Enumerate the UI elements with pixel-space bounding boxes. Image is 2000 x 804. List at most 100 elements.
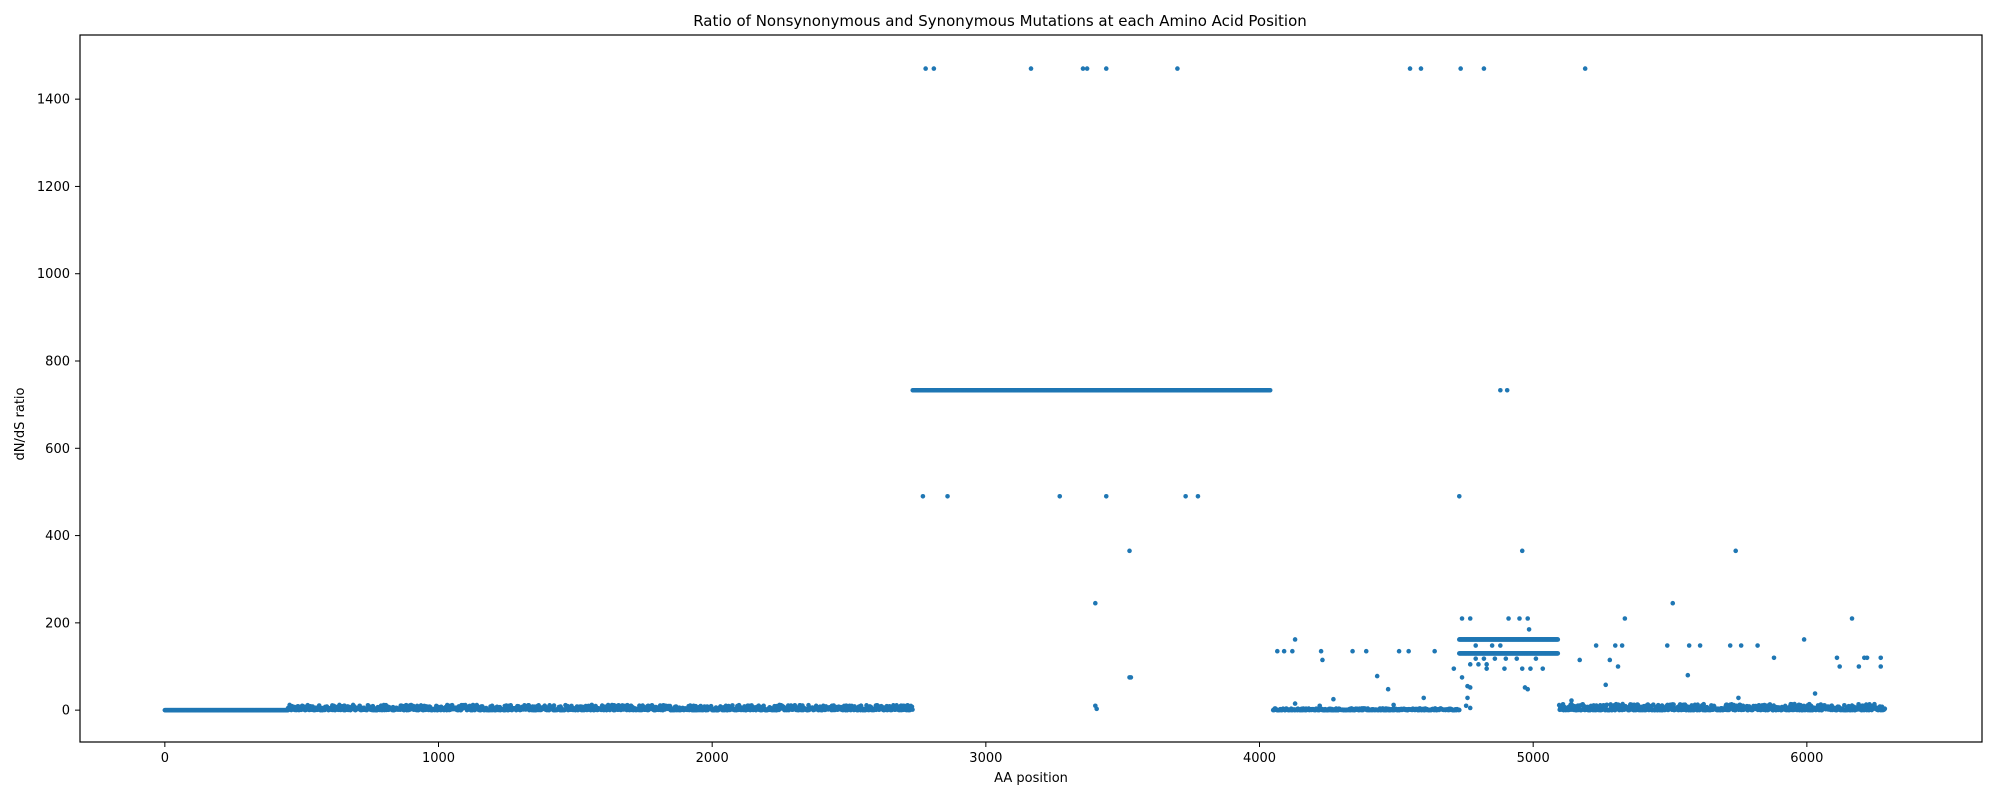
data-point [1391, 702, 1396, 708]
data-point [1502, 666, 1507, 671]
data-point [1489, 643, 1495, 648]
data-point [1467, 685, 1473, 690]
data-point [1463, 703, 1469, 709]
y-tick-label: 200 [45, 616, 70, 631]
data-point [1878, 664, 1884, 669]
data-point [536, 703, 541, 708]
data-point [1506, 616, 1511, 621]
data-point [1451, 666, 1457, 671]
y-tick-label: 800 [45, 355, 70, 370]
data-point [1528, 666, 1533, 671]
data-point [1467, 662, 1473, 667]
data-point [1407, 66, 1413, 71]
data-point [1612, 643, 1618, 648]
series-segment-band-130 [1456, 651, 1561, 656]
data-point [1837, 664, 1842, 669]
data-point [945, 494, 950, 499]
data-point [1331, 696, 1336, 702]
y-tick-label: 1000 [37, 267, 70, 282]
data-point [1080, 66, 1086, 71]
data-point [1519, 548, 1525, 554]
data-point [1317, 703, 1323, 709]
data-point [1504, 387, 1510, 393]
data-point [1685, 672, 1691, 678]
data-point [1664, 643, 1670, 648]
data-point [1727, 643, 1733, 648]
data-point [1484, 662, 1489, 667]
data-point [931, 66, 937, 71]
y-tick-label: 400 [45, 529, 70, 544]
data-point [1267, 387, 1273, 393]
data-point [1183, 494, 1188, 499]
data-point [1374, 673, 1380, 679]
data-point [1128, 675, 1134, 680]
axes: 0 1000 2000 3000 4000 5000 6000 0 200 400 600 800 10… [37, 93, 1823, 766]
data-point [1801, 637, 1807, 642]
series-segment-zero-run [162, 707, 291, 713]
y-tick-label: 1200 [37, 180, 70, 195]
data-point [1755, 643, 1760, 648]
data-point [1771, 655, 1777, 661]
data-point [1320, 657, 1325, 663]
data-point [910, 707, 915, 712]
data-point [1736, 695, 1741, 701]
data-point [1498, 387, 1503, 393]
data-point [1481, 656, 1487, 661]
data-point [1093, 600, 1098, 606]
data-point [1492, 656, 1498, 661]
data-point [1094, 706, 1099, 712]
data-point [1195, 494, 1201, 499]
x-tick-label: 6000 [1790, 751, 1823, 766]
data-point [1519, 666, 1525, 671]
data-point [1406, 648, 1411, 654]
data-point [1569, 698, 1574, 703]
data-point [1517, 616, 1522, 621]
data-points [162, 66, 1888, 713]
data-point [1467, 705, 1473, 711]
data-point [1503, 656, 1509, 661]
data-point [1577, 657, 1583, 663]
x-tick-label: 3000 [969, 751, 1002, 766]
data-point [1622, 616, 1628, 621]
x-tick-label: 1000 [422, 751, 455, 766]
data-point [1456, 494, 1462, 499]
data-point [1432, 648, 1437, 654]
data-point [1525, 616, 1531, 621]
data-point [1525, 686, 1531, 692]
scattered-points [920, 66, 1884, 712]
data-point [551, 703, 557, 708]
data-point [1467, 616, 1473, 621]
data-point [1864, 655, 1870, 661]
data-point [1695, 702, 1700, 708]
data-point [1842, 702, 1847, 708]
data-point [1281, 648, 1287, 654]
x-tick-label: 4000 [1243, 751, 1276, 766]
series-segment-band-160 [1456, 637, 1561, 642]
data-point [1484, 666, 1489, 671]
data-point [1421, 695, 1427, 701]
data-point [1812, 691, 1818, 696]
data-point [1459, 675, 1465, 680]
x-axis-label: AA position [994, 771, 1068, 786]
y-tick-label: 600 [45, 442, 70, 457]
data-point [1292, 701, 1298, 706]
data-point [1476, 662, 1481, 667]
data-point [1697, 643, 1703, 648]
data-point [1670, 600, 1676, 606]
data-point [1514, 656, 1520, 661]
data-point [1593, 643, 1599, 648]
data-point [1555, 637, 1561, 642]
data-point [1057, 494, 1063, 499]
data-point [1458, 66, 1463, 71]
data-point [1318, 648, 1324, 654]
chart-title: Ratio of Nonsynonymous and Synonymous Mu… [693, 12, 1307, 30]
y-tick-label: 0 [62, 704, 70, 719]
data-point [1498, 643, 1503, 648]
data-point [1526, 627, 1532, 632]
data-point [1175, 66, 1180, 71]
data-point [1582, 66, 1588, 71]
x-tick-label: 2000 [696, 751, 729, 766]
y-axis-label: dN/dS ratio [13, 387, 28, 460]
series-segment-low-noise-2 [1270, 706, 1462, 713]
